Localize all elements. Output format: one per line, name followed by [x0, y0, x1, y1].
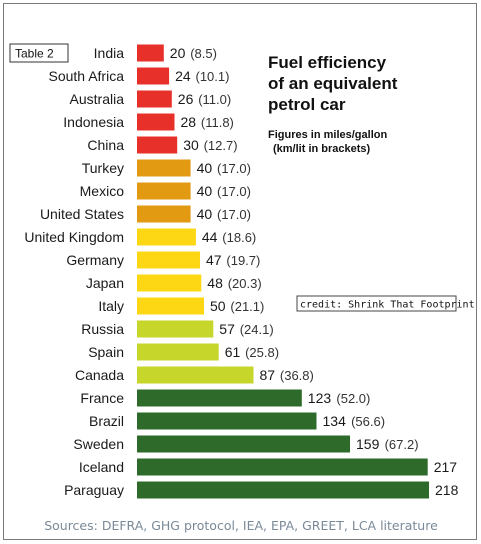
chart-subtitle-line: (km/lit in brackets) — [273, 143, 371, 155]
bar-india — [137, 44, 164, 62]
value-label: 134 — [323, 413, 347, 429]
value-label: 159 — [356, 436, 380, 452]
km-per-litre-label: (19.7) — [226, 253, 260, 268]
category-label: United Kingdom — [24, 229, 124, 245]
bar-brazil — [137, 412, 317, 430]
bar-paraguay — [137, 481, 429, 499]
chart-title-line: petrol car — [268, 95, 346, 114]
km-per-litre-label: (17.0) — [217, 207, 251, 222]
value-label: 40 — [197, 183, 213, 199]
bar-italy — [137, 297, 204, 315]
category-label: Mexico — [80, 183, 125, 199]
km-per-litre-label: (25.8) — [245, 345, 279, 360]
km-per-litre-label: (8.5) — [190, 46, 217, 61]
category-label: Iceland — [79, 459, 124, 475]
value-label: 40 — [197, 160, 213, 176]
chart-title-line: of an equivalent — [268, 74, 398, 93]
bar-united-kingdom — [137, 228, 196, 246]
category-label: Germany — [66, 252, 124, 268]
value-label: 28 — [181, 114, 197, 130]
chart-subtitle: Figures in miles/gallon (km/lit in bracke… — [268, 129, 387, 155]
km-per-litre-label: (36.8) — [280, 368, 314, 383]
category-label: United States — [40, 206, 124, 222]
credit-label: credit: Shrink That Footprint — [300, 300, 475, 311]
value-label: 217 — [434, 459, 458, 475]
category-label: Italy — [98, 298, 124, 314]
km-per-litre-label: (24.1) — [240, 322, 274, 337]
km-per-litre-label: (21.1) — [230, 299, 264, 314]
chart-frame: Fuel efficiency of an equivalent petrol ca… — [3, 3, 477, 540]
sources-note: Sources: DEFRA, GHG protocol, IEA, EPA, … — [44, 518, 438, 533]
credit-box — [296, 295, 457, 312]
bars-group: India 20 (8.5) South Africa 24 (10.1) Australi… — [24, 44, 459, 499]
value-label: 30 — [183, 137, 199, 153]
category-label: Canada — [75, 367, 124, 383]
category-label: Sweden — [73, 436, 124, 452]
bar-germany — [137, 251, 200, 269]
km-per-litre-label: (18.6) — [222, 230, 256, 245]
category-label: South Africa — [49, 68, 125, 84]
bar-indonesia — [137, 113, 175, 131]
bar-france — [137, 389, 302, 407]
category-label: Paraguay — [64, 482, 124, 498]
category-label: China — [87, 137, 124, 153]
category-label: India — [94, 45, 125, 61]
chart-title: Fuel efficiency of an equivalent petrol ca… — [268, 53, 398, 114]
value-label: 123 — [308, 390, 332, 406]
value-label: 47 — [206, 252, 222, 268]
category-label: France — [80, 390, 124, 406]
category-label: Russia — [81, 321, 124, 337]
category-label: Indonesia — [63, 114, 124, 130]
bar-russia — [137, 320, 214, 338]
value-label: 26 — [178, 91, 194, 107]
table-tag-box — [9, 43, 69, 63]
bar-japan — [137, 274, 202, 292]
value-label: 24 — [175, 68, 191, 84]
category-label: Turkey — [82, 160, 124, 176]
bar-sweden — [137, 435, 350, 453]
bar-turkey — [137, 159, 191, 177]
value-label: 20 — [170, 45, 186, 61]
chart-title-line: Fuel efficiency — [268, 53, 387, 72]
category-label: Brazil — [89, 413, 124, 429]
chart-subtitle-line: Figures in miles/gallon — [268, 129, 387, 141]
table-tag-label: Table 2 — [15, 47, 54, 61]
value-label: 40 — [197, 206, 213, 222]
km-per-litre-label: (56.6) — [351, 414, 385, 429]
km-per-litre-label: (52.0) — [336, 391, 370, 406]
km-per-litre-label: (17.0) — [217, 184, 251, 199]
km-per-litre-label: (11.0) — [198, 92, 231, 107]
km-per-litre-label: (10.1) — [196, 69, 230, 84]
bar-australia — [137, 90, 172, 108]
km-per-litre-label: (12.7) — [204, 138, 238, 153]
km-per-litre-label: (20.3) — [228, 276, 262, 291]
value-label: 61 — [225, 344, 241, 360]
value-label: 44 — [202, 229, 218, 245]
category-label: Japan — [86, 275, 124, 291]
value-label: 57 — [219, 321, 235, 337]
value-label: 50 — [210, 298, 226, 314]
value-label: 218 — [435, 482, 459, 498]
bar-chart: Fuel efficiency of an equivalent petrol ca… — [9, 43, 475, 533]
value-label: 87 — [260, 367, 276, 383]
km-per-litre-label: (11.8) — [201, 115, 234, 130]
value-label: 48 — [207, 275, 223, 291]
bar-united-states — [137, 205, 191, 223]
km-per-litre-label: (17.0) — [217, 161, 251, 176]
bar-mexico — [137, 182, 191, 200]
bar-china — [137, 136, 178, 154]
bar-canada — [137, 366, 254, 384]
km-per-litre-label: (67.2) — [385, 437, 419, 452]
category-label: Spain — [88, 344, 124, 360]
bar-iceland — [137, 458, 428, 476]
bar-spain — [137, 343, 219, 361]
bar-south-africa — [137, 67, 170, 85]
category-label: Australia — [70, 91, 125, 107]
